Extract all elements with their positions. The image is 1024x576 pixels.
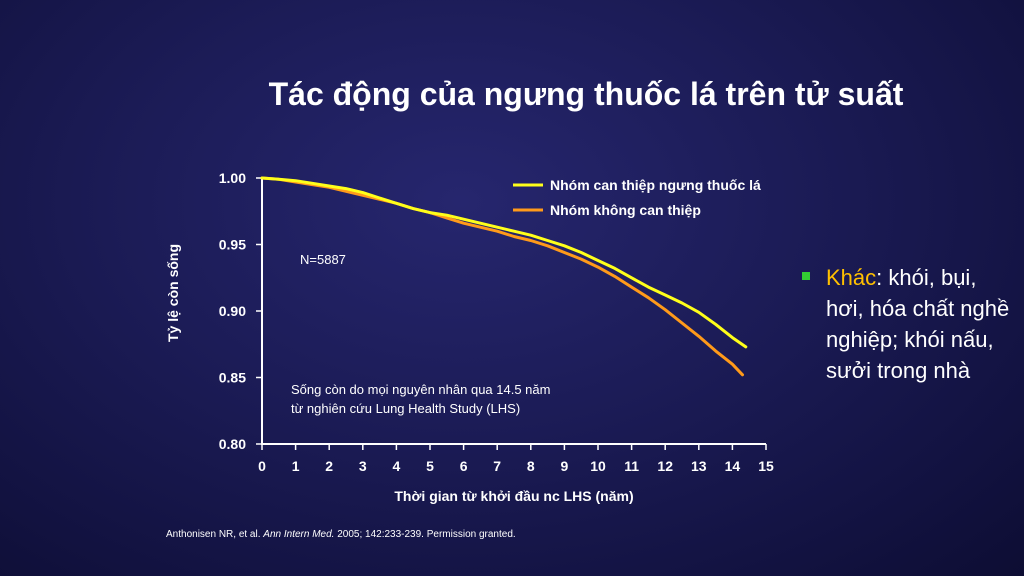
citation: Anthonisen NR, et al. Ann Intern Med. 20… xyxy=(166,529,516,540)
n-label: N=5887 xyxy=(300,252,346,267)
citation-authors: Anthonisen NR, et al. xyxy=(166,529,264,540)
x-tick-label: 13 xyxy=(691,458,707,474)
y-tick-label: 0.95 xyxy=(219,237,246,253)
bullet-keyword: Khác xyxy=(826,265,877,290)
x-tick-label: 10 xyxy=(590,458,606,474)
chart-legend: Nhóm can thiệp ngưng thuốc lá Nhóm không … xyxy=(513,177,761,218)
x-tick-label: 8 xyxy=(527,458,535,474)
x-tick-label: 4 xyxy=(393,458,401,474)
legend-label-1: Nhóm can thiệp ngưng thuốc lá xyxy=(550,177,761,193)
x-tick-label: 14 xyxy=(725,458,741,474)
bullet-text: Khác: khói, bụi, hơi, hóa chất nghề nghi… xyxy=(826,262,1012,386)
chart-lines xyxy=(260,176,748,377)
x-tick-label: 3 xyxy=(359,458,367,474)
x-tick-label: 9 xyxy=(561,458,569,474)
x-tick-label: 0 xyxy=(258,458,266,474)
x-tick-label: 1 xyxy=(292,458,300,474)
x-tick-label: 2 xyxy=(325,458,333,474)
citation-journal: Ann Intern Med. xyxy=(263,529,335,540)
bullet-point: Khác: khói, bụi, hơi, hóa chất nghề nghi… xyxy=(802,262,1012,386)
series-line-1 xyxy=(260,176,748,349)
y-axis-title: Tỷ lệ còn sống xyxy=(165,244,181,342)
legend-label-2: Nhóm không can thiệp xyxy=(550,202,701,218)
y-tick-label: 0.85 xyxy=(219,370,246,386)
x-tick-label: 6 xyxy=(460,458,468,474)
y-tick-label: 1.00 xyxy=(219,170,246,186)
x-tick-label: 11 xyxy=(624,458,639,474)
citation-details: 2005; 142:233-239. Permission granted. xyxy=(334,529,516,540)
x-tick-label: 12 xyxy=(657,458,673,474)
x-axis-title: Thời gian từ khởi đầu nc LHS (năm) xyxy=(394,488,633,504)
caption-line-2: từ nghiên cứu Lung Health Study (LHS) xyxy=(291,401,520,416)
slide-title: Tác động của ngưng thuốc lá trên tử suất xyxy=(268,76,904,112)
x-tick-label: 5 xyxy=(426,458,434,474)
bullet-body: : khói, bụi, hơi, hóa chất nghề nghiệp; … xyxy=(826,265,1010,383)
series-line-2 xyxy=(260,176,744,377)
y-tick-label: 0.90 xyxy=(219,303,246,319)
bullet-square-icon xyxy=(802,272,810,280)
caption-line-1: Sống còn do mọi nguyên nhân qua 14.5 năm xyxy=(291,382,550,397)
x-tick-label: 15 xyxy=(758,458,774,474)
chart-ticks: 0 1 2 3 4 5 6 7 8 9 10 11 12 13 14 150.800.850.900.951.… xyxy=(219,170,774,474)
x-tick-label: 7 xyxy=(493,458,501,474)
y-tick-label: 0.80 xyxy=(219,436,246,452)
